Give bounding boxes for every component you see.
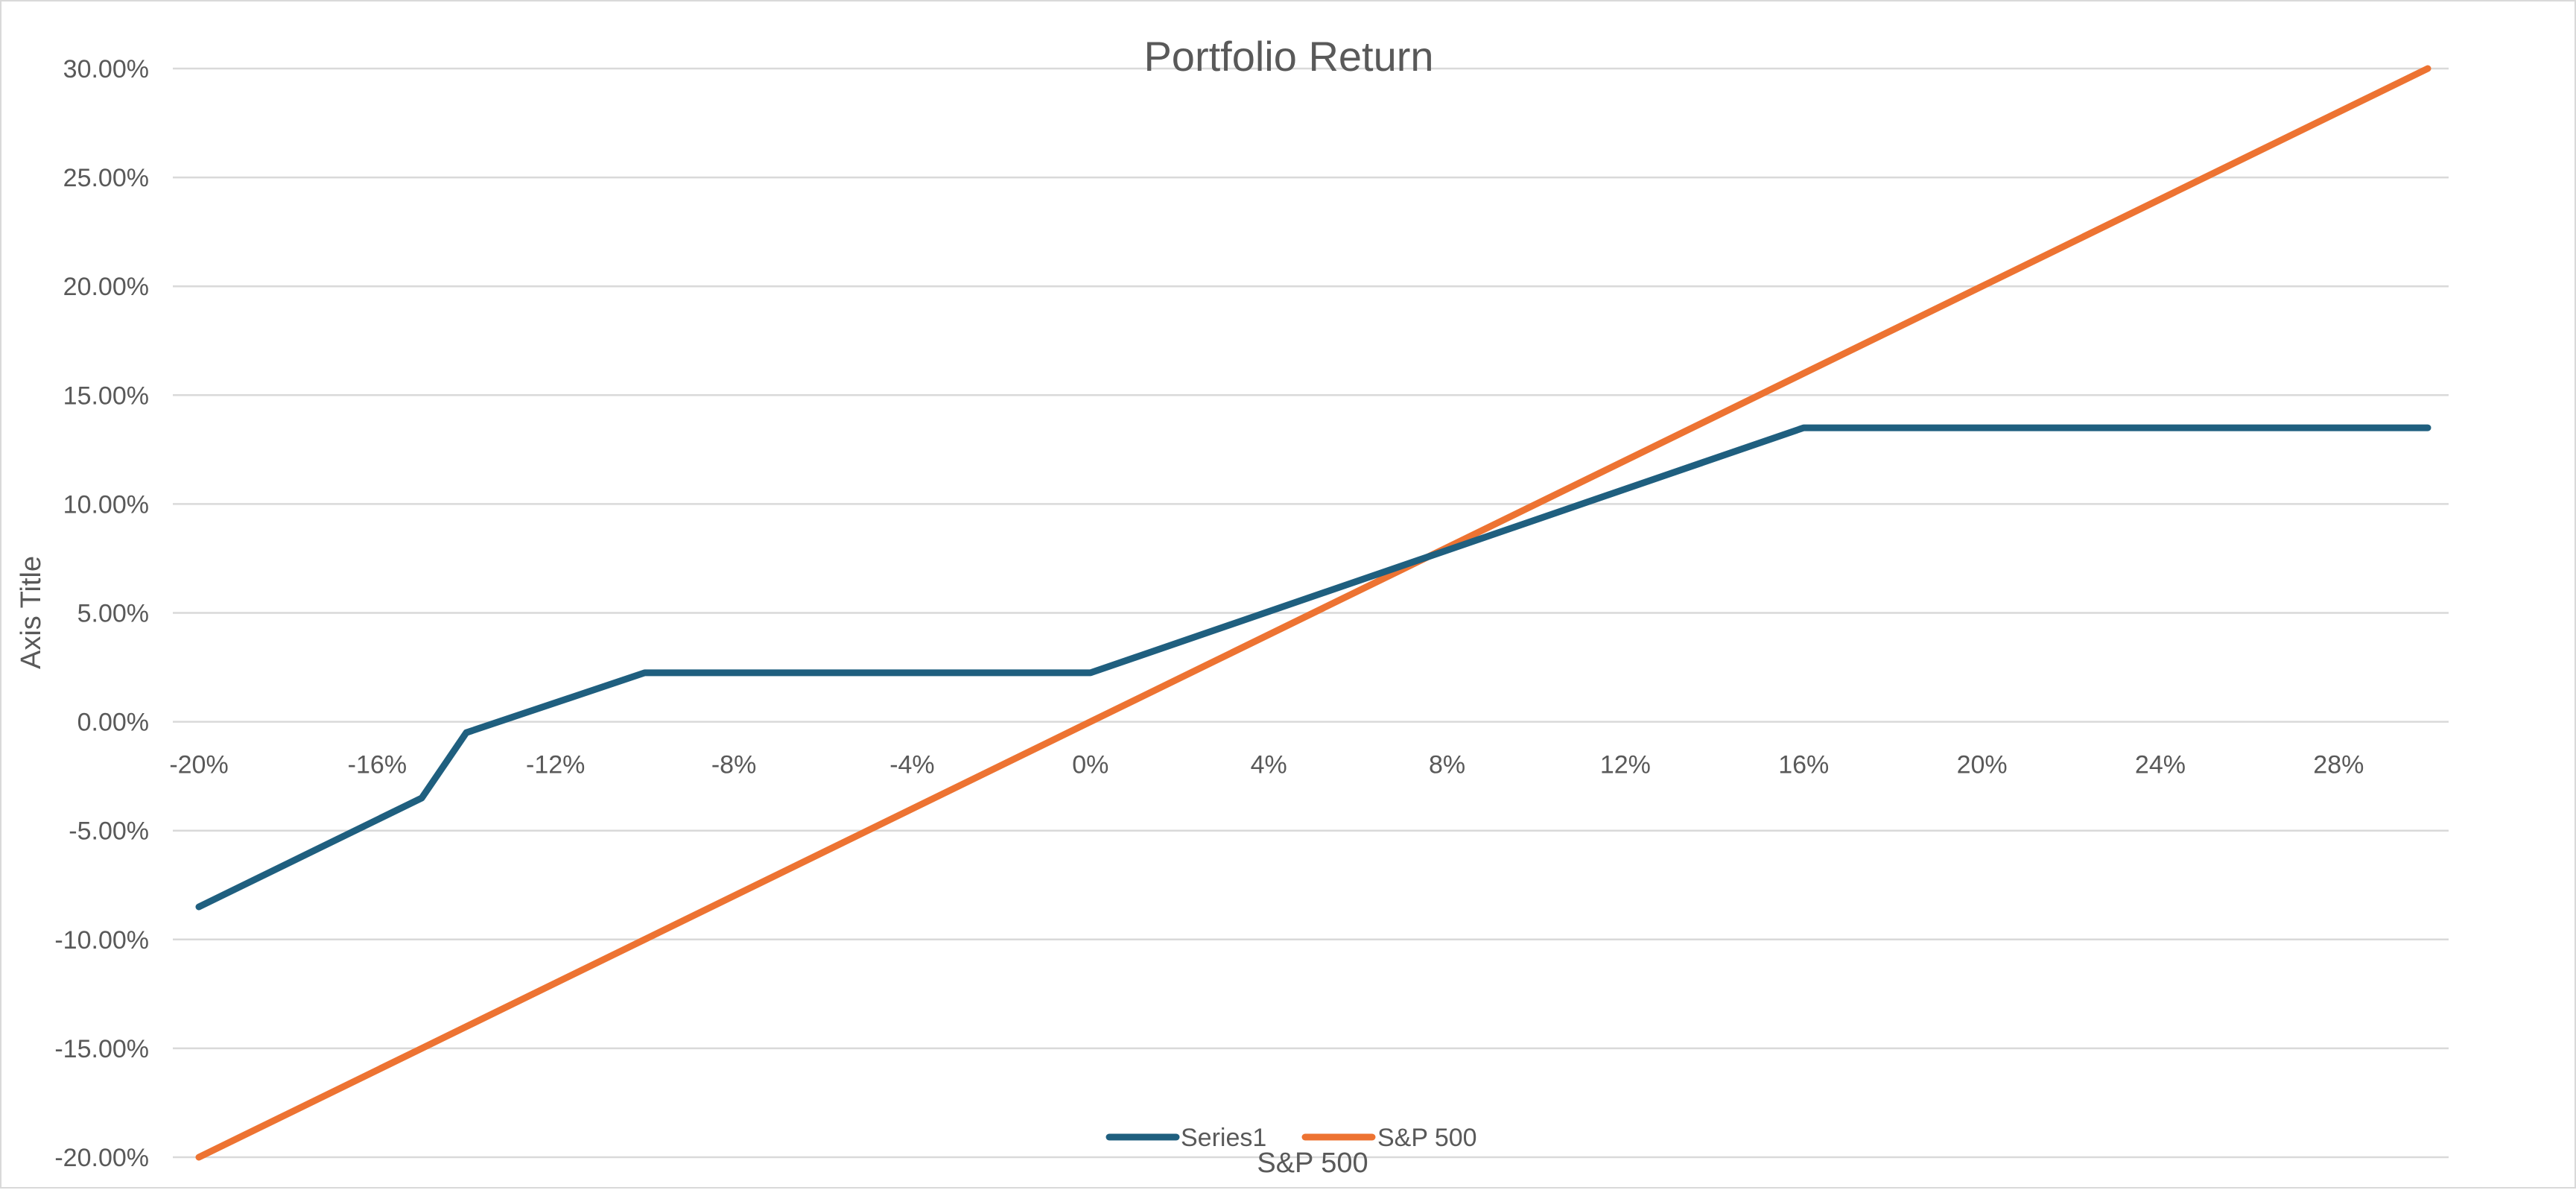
y-tick-label: -20.00%: [54, 1144, 149, 1172]
y-tick-label: -10.00%: [54, 926, 149, 955]
x-tick-label: -12%: [526, 751, 585, 779]
series-lines: [195, 65, 2431, 1161]
legend-label: S&P 500: [1377, 1124, 1477, 1152]
y-tick-label: 5.00%: [77, 600, 149, 628]
y-tick-label: 30.00%: [63, 55, 149, 83]
x-tick-label: -20%: [169, 751, 228, 779]
x-tick-label: -8%: [711, 751, 756, 779]
x-tick-label: 20%: [1957, 751, 2008, 779]
y-tick-label: -15.00%: [54, 1035, 149, 1063]
x-tick-label: 24%: [2135, 751, 2186, 779]
x-tick-label: 4%: [1251, 751, 1287, 779]
series-line: [195, 65, 2431, 1161]
x-tick-label: 28%: [2313, 751, 2364, 779]
x-tick-label: -16%: [348, 751, 407, 779]
series-line: [195, 424, 2431, 911]
y-tick-label: -5.00%: [69, 817, 149, 846]
y-axis-title: Axis Title: [16, 556, 47, 669]
x-tick-label: 12%: [1600, 751, 1651, 779]
y-tick-label: 25.00%: [63, 164, 149, 192]
y-tick-label: 15.00%: [63, 382, 149, 410]
x-tick-label: -4%: [889, 751, 934, 779]
x-tick-label: 16%: [1778, 751, 1829, 779]
x-tick-label: 0%: [1072, 751, 1108, 779]
y-tick-label: 0.00%: [77, 709, 149, 737]
chart-title: Portfolio Return: [1143, 33, 1433, 80]
legend-label: Series1: [1181, 1124, 1266, 1152]
y-tick-label: 10.00%: [63, 490, 149, 519]
y-tick-label: 20.00%: [63, 273, 149, 301]
x-tick-label: 8%: [1429, 751, 1465, 779]
x-axis-ticks: -20% -16% -12% -8% -4% 0% 4% 8% 12% 16% 20% 24% 28%: [169, 751, 2364, 779]
x-axis-title: S&P 500: [1257, 1148, 1368, 1179]
y-axis-ticks: 30.00% 25.00% 20.00% 15.00% 10.00% 5.00% 0.00%…: [54, 55, 149, 1172]
legend: Series1 S&P 500: [1105, 1124, 1477, 1152]
